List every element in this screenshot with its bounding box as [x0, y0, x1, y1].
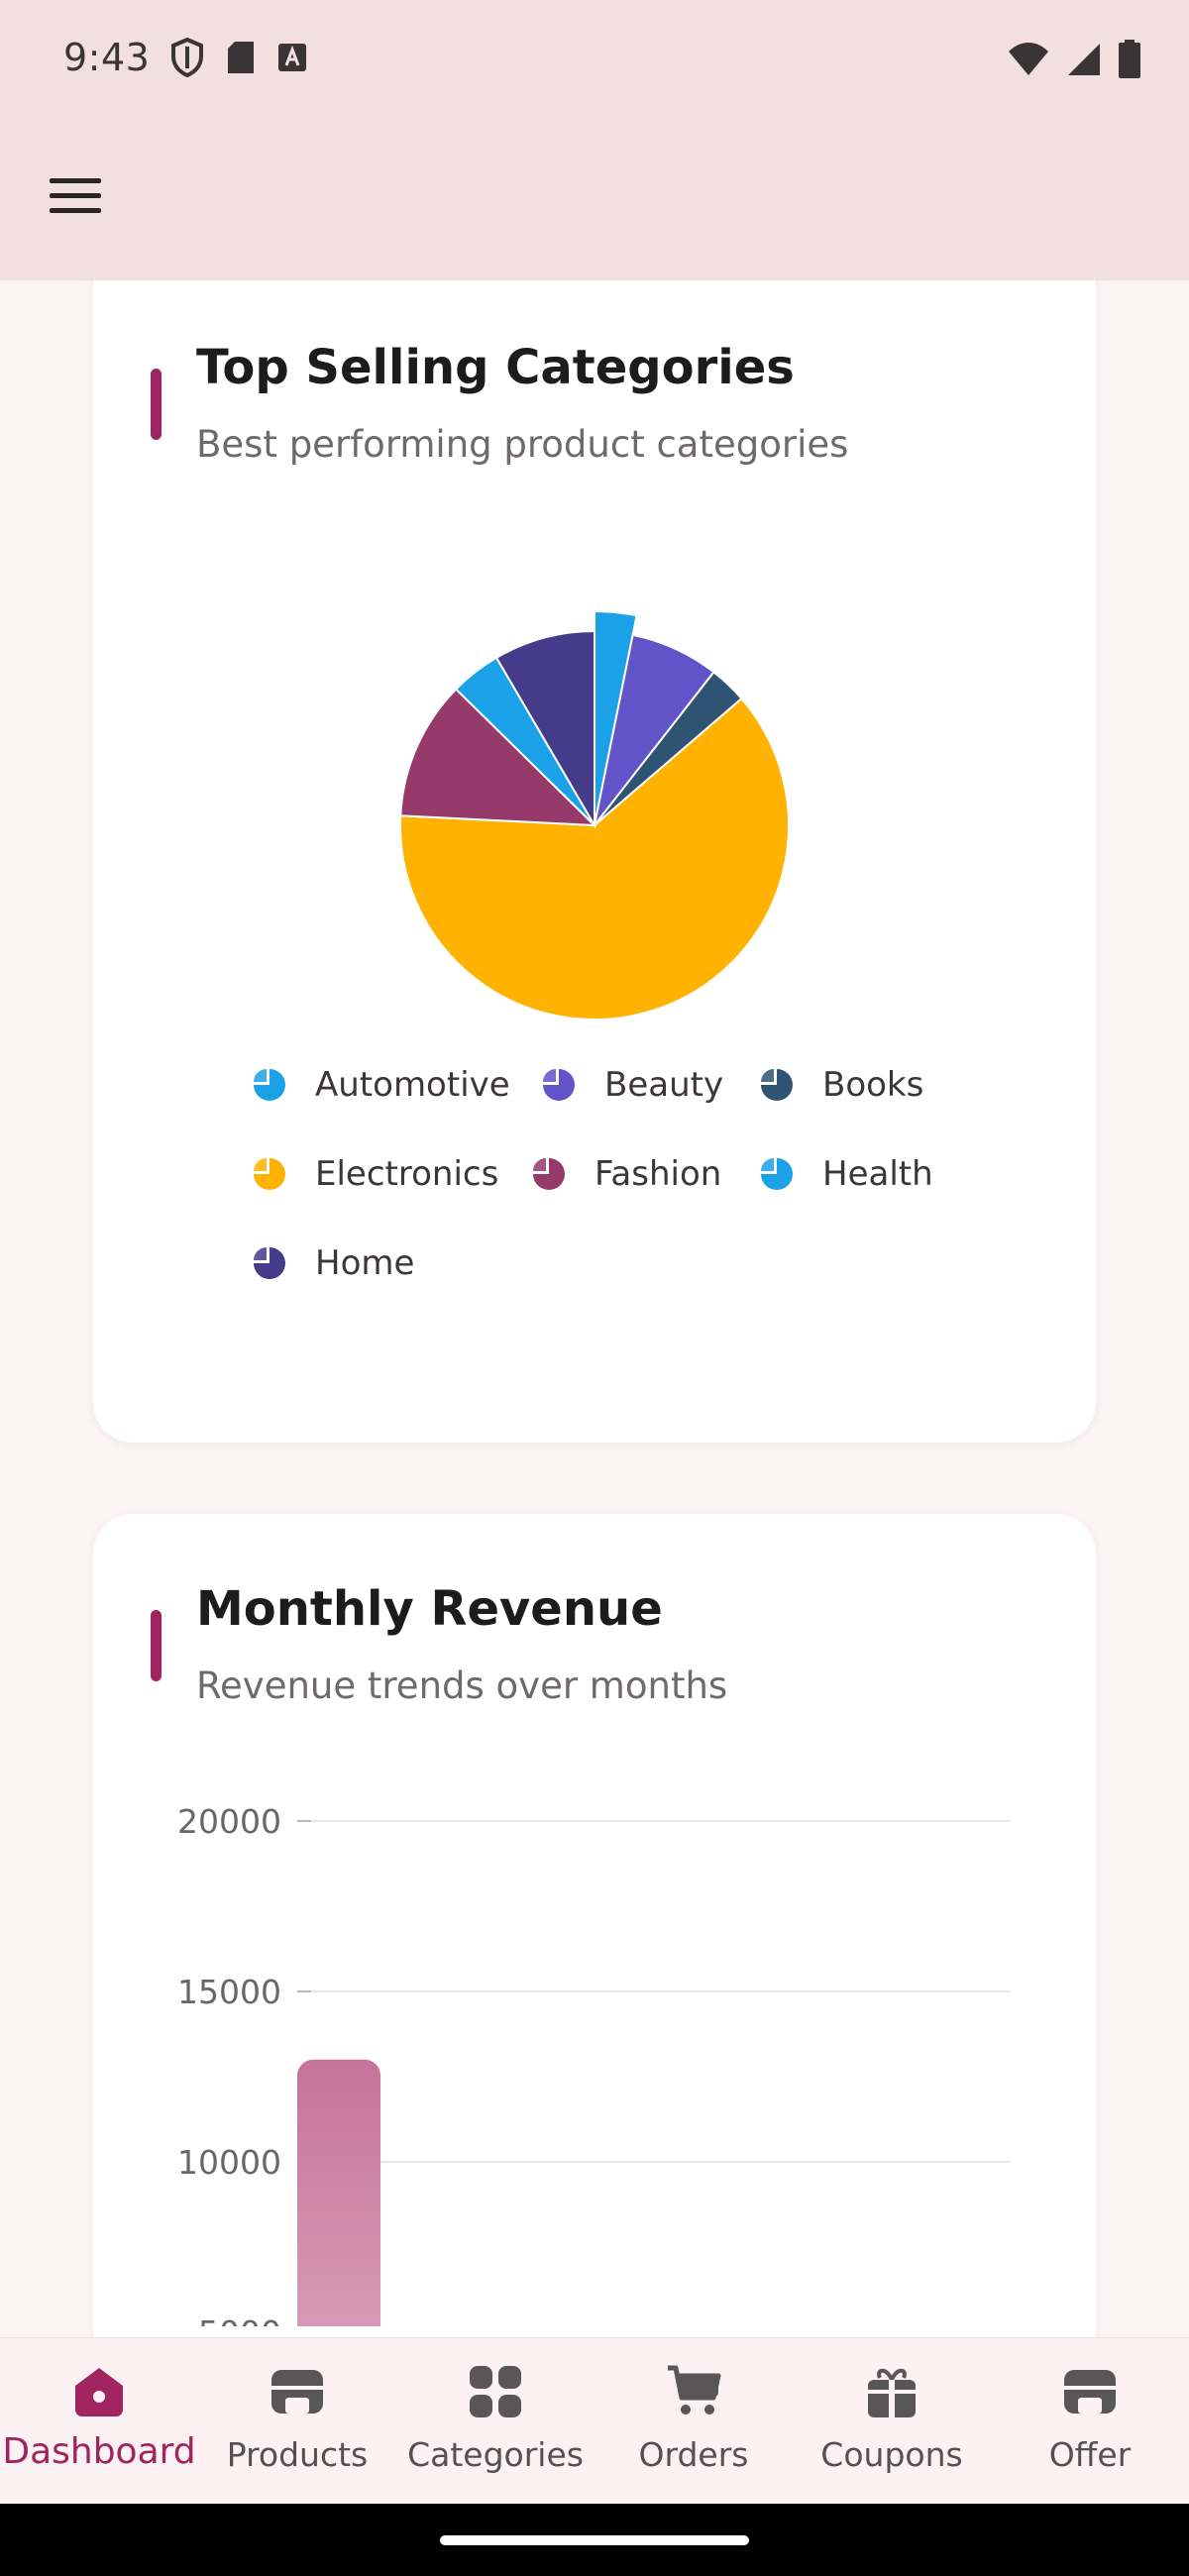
nav-label: Orders	[638, 2435, 749, 2474]
system-gesture-bar	[0, 2504, 1189, 2576]
nav-label: Offer	[1048, 2435, 1132, 2474]
pie-slice-electronics[interactable]	[399, 697, 790, 1020]
legend-label: Books	[822, 1065, 924, 1105]
pie-slice-icon	[254, 1158, 285, 1190]
nav-label: Categories	[407, 2435, 584, 2474]
pie-slice-icon	[254, 1247, 285, 1279]
y-tick-label: 10000	[177, 2143, 281, 2182]
y-tick-label: 20000	[177, 1802, 281, 1841]
y-tick-label: 15000	[177, 1973, 281, 2011]
card-accent-bar	[151, 1610, 162, 1681]
card-subtitle: Revenue trends over months	[196, 1664, 728, 1707]
nav-item-categories[interactable]: Categories	[396, 2338, 594, 2505]
app-bar	[0, 119, 1189, 280]
wifi-icon	[1009, 43, 1048, 75]
legend-label: Automotive	[315, 1065, 510, 1105]
cart-icon	[668, 2365, 721, 2415]
battery-icon	[1119, 40, 1140, 78]
home-icon	[75, 2368, 123, 2416]
nav-item-products[interactable]: Products	[198, 2338, 396, 2505]
pie-slice-icon	[761, 1158, 793, 1190]
legend-item-electronics[interactable]: Electronics	[252, 1154, 498, 1194]
dashboard-content[interactable]: Top Selling Categories Best performing p…	[0, 280, 1189, 2337]
pie-slice-icon	[254, 1069, 285, 1101]
shield-icon	[171, 38, 203, 77]
pie-slice-fashion[interactable]	[399, 688, 597, 827]
nav-item-coupons[interactable]: Coupons	[793, 2338, 991, 2505]
pie-legend: Automotive Beauty Books Electronics Fash…	[252, 1065, 1005, 1283]
revenue-bar[interactable]	[297, 2059, 380, 2326]
home-gesture-handle[interactable]	[440, 2535, 749, 2545]
top-selling-categories-card: Top Selling Categories Best performing p…	[93, 280, 1096, 1443]
legend-label: Beauty	[604, 1065, 724, 1105]
monthly-revenue-card: Monthly Revenue Revenue trends over mont…	[93, 1514, 1096, 2337]
y-tick-label: 5000	[198, 2313, 281, 2326]
sd-card-icon	[228, 42, 254, 73]
legend-item-home[interactable]: Home	[252, 1243, 414, 1283]
legend-item-beauty[interactable]: Beauty	[541, 1065, 723, 1105]
revenue-bar-chart[interactable]: 20000 15000 10000 5000	[93, 1732, 1096, 2326]
pie-slice-icon	[543, 1069, 575, 1101]
legend-item-automotive[interactable]: Automotive	[252, 1065, 510, 1105]
legend-item-fashion[interactable]: Fashion	[531, 1154, 721, 1194]
legend-label: Fashion	[594, 1154, 722, 1194]
nav-item-dashboard[interactable]: Dashboard	[0, 2338, 198, 2505]
card-subtitle: Best performing product categories	[196, 423, 849, 466]
bottom-navigation: Dashboard Products Categories Orders	[0, 2337, 1189, 2505]
hamburger-menu-icon[interactable]	[50, 178, 109, 220]
card-accent-bar	[151, 369, 162, 440]
legend-item-books[interactable]: Books	[759, 1065, 923, 1105]
nav-label: Coupons	[820, 2435, 963, 2474]
pie-slice-icon	[533, 1158, 565, 1190]
store-icon	[271, 2370, 323, 2414]
font-a-icon	[278, 44, 306, 71]
legend-label: Health	[822, 1154, 933, 1194]
pie-chart[interactable]	[347, 578, 842, 1073]
nav-item-offer[interactable]: Offer	[991, 2338, 1189, 2505]
card-title: Top Selling Categories	[196, 340, 795, 395]
legend-label: Home	[315, 1243, 415, 1283]
storefront-icon	[1064, 2370, 1116, 2414]
pie-slice-home[interactable]	[494, 629, 595, 829]
nav-label: Products	[226, 2435, 369, 2474]
status-bar: 9:43	[0, 0, 1189, 119]
nav-label: Dashboard	[2, 2431, 196, 2472]
nav-item-orders[interactable]: Orders	[594, 2338, 793, 2505]
legend-label: Electronics	[315, 1154, 499, 1194]
grid-icon	[470, 2366, 521, 2417]
pie-slice-icon	[761, 1069, 793, 1101]
status-time: 9:43	[63, 36, 151, 79]
card-title: Monthly Revenue	[196, 1581, 663, 1637]
legend-item-health[interactable]: Health	[759, 1154, 933, 1194]
signal-icon	[1068, 44, 1100, 75]
gift-icon	[868, 2368, 916, 2417]
